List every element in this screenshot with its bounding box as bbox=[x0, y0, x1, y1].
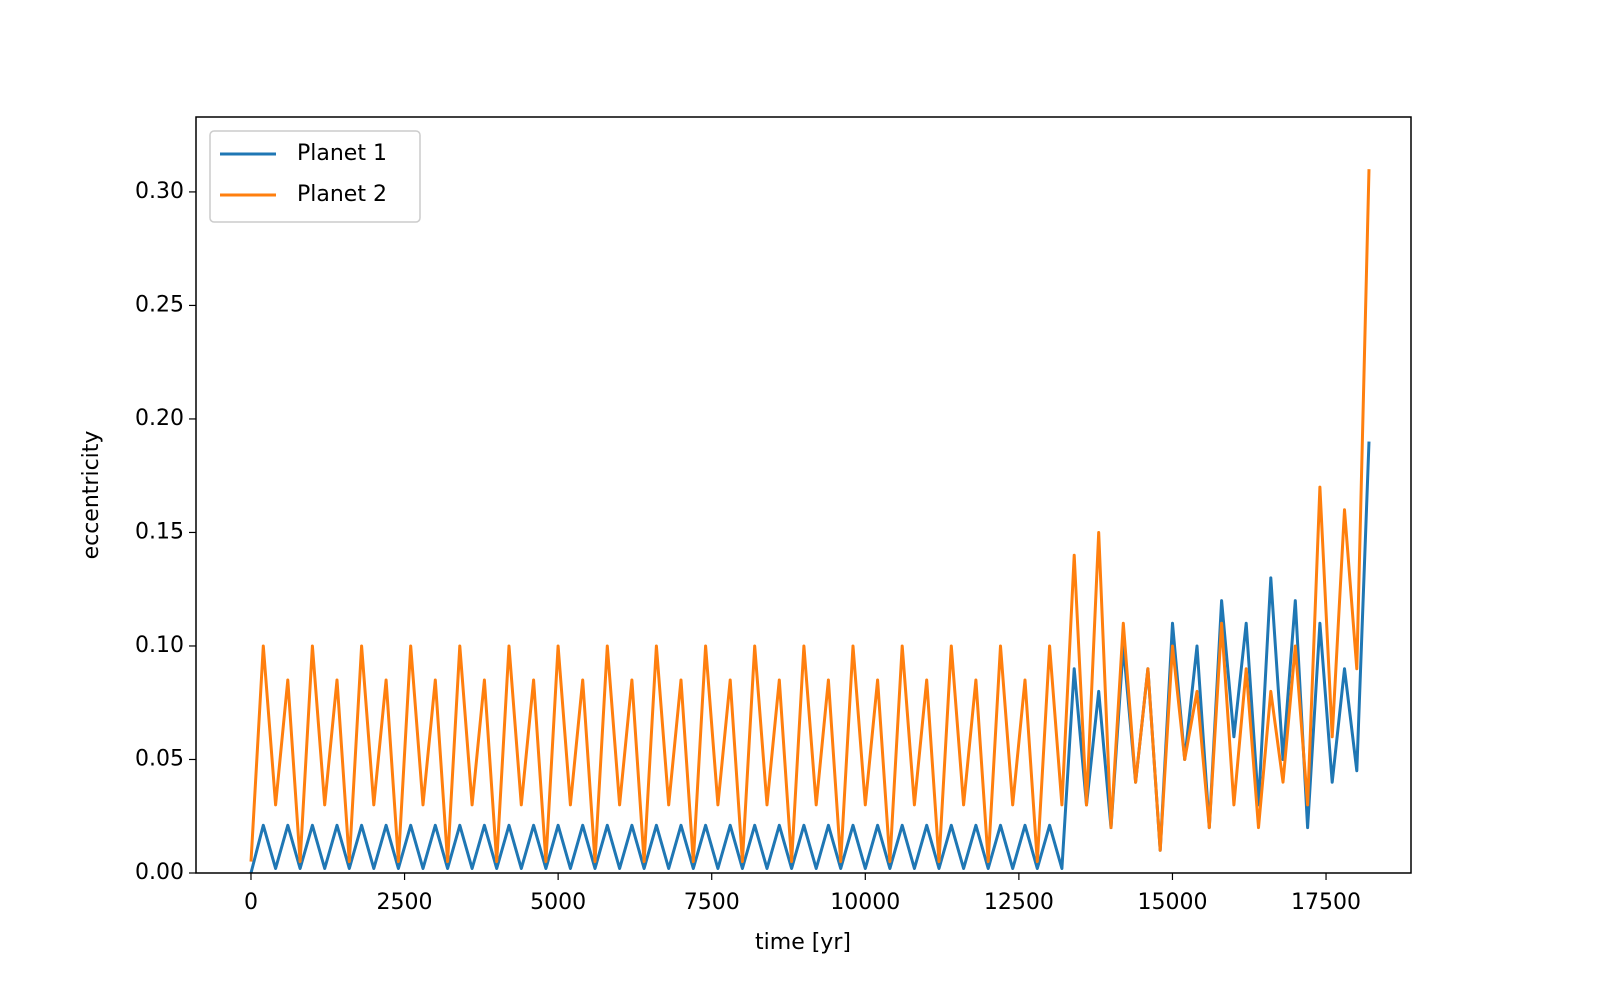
x-tick-label: 5000 bbox=[530, 890, 586, 915]
y-tick-label: 0.20 bbox=[135, 406, 184, 431]
x-tick-label: 10000 bbox=[830, 890, 900, 915]
x-tick-label: 0 bbox=[244, 890, 258, 915]
x-tick-label: 15000 bbox=[1137, 890, 1207, 915]
x-tick-label: 2500 bbox=[377, 890, 433, 915]
legend-label: Planet 2 bbox=[297, 182, 387, 207]
legend-label: Planet 1 bbox=[297, 141, 387, 166]
y-tick-label: 0.15 bbox=[135, 519, 184, 544]
x-tick-label: 17500 bbox=[1291, 890, 1361, 915]
y-tick-label: 0.30 bbox=[135, 179, 184, 204]
y-tick-label: 0.00 bbox=[135, 860, 184, 885]
x-tick-label: 7500 bbox=[684, 890, 740, 915]
plot-frame bbox=[195, 116, 1412, 874]
y-tick-label: 0.05 bbox=[135, 746, 184, 771]
y-tick-label: 0.25 bbox=[135, 292, 184, 317]
y-axis-label: eccentricity bbox=[79, 431, 104, 560]
x-axis-label: time [yr] bbox=[755, 930, 851, 955]
data-line bbox=[249, 441, 1371, 874]
data-line bbox=[249, 169, 1371, 864]
legend: Planet 1 Planet 2 bbox=[209, 130, 421, 223]
y-tick-label: 0.10 bbox=[135, 633, 184, 658]
x-tick-label: 12500 bbox=[984, 890, 1054, 915]
